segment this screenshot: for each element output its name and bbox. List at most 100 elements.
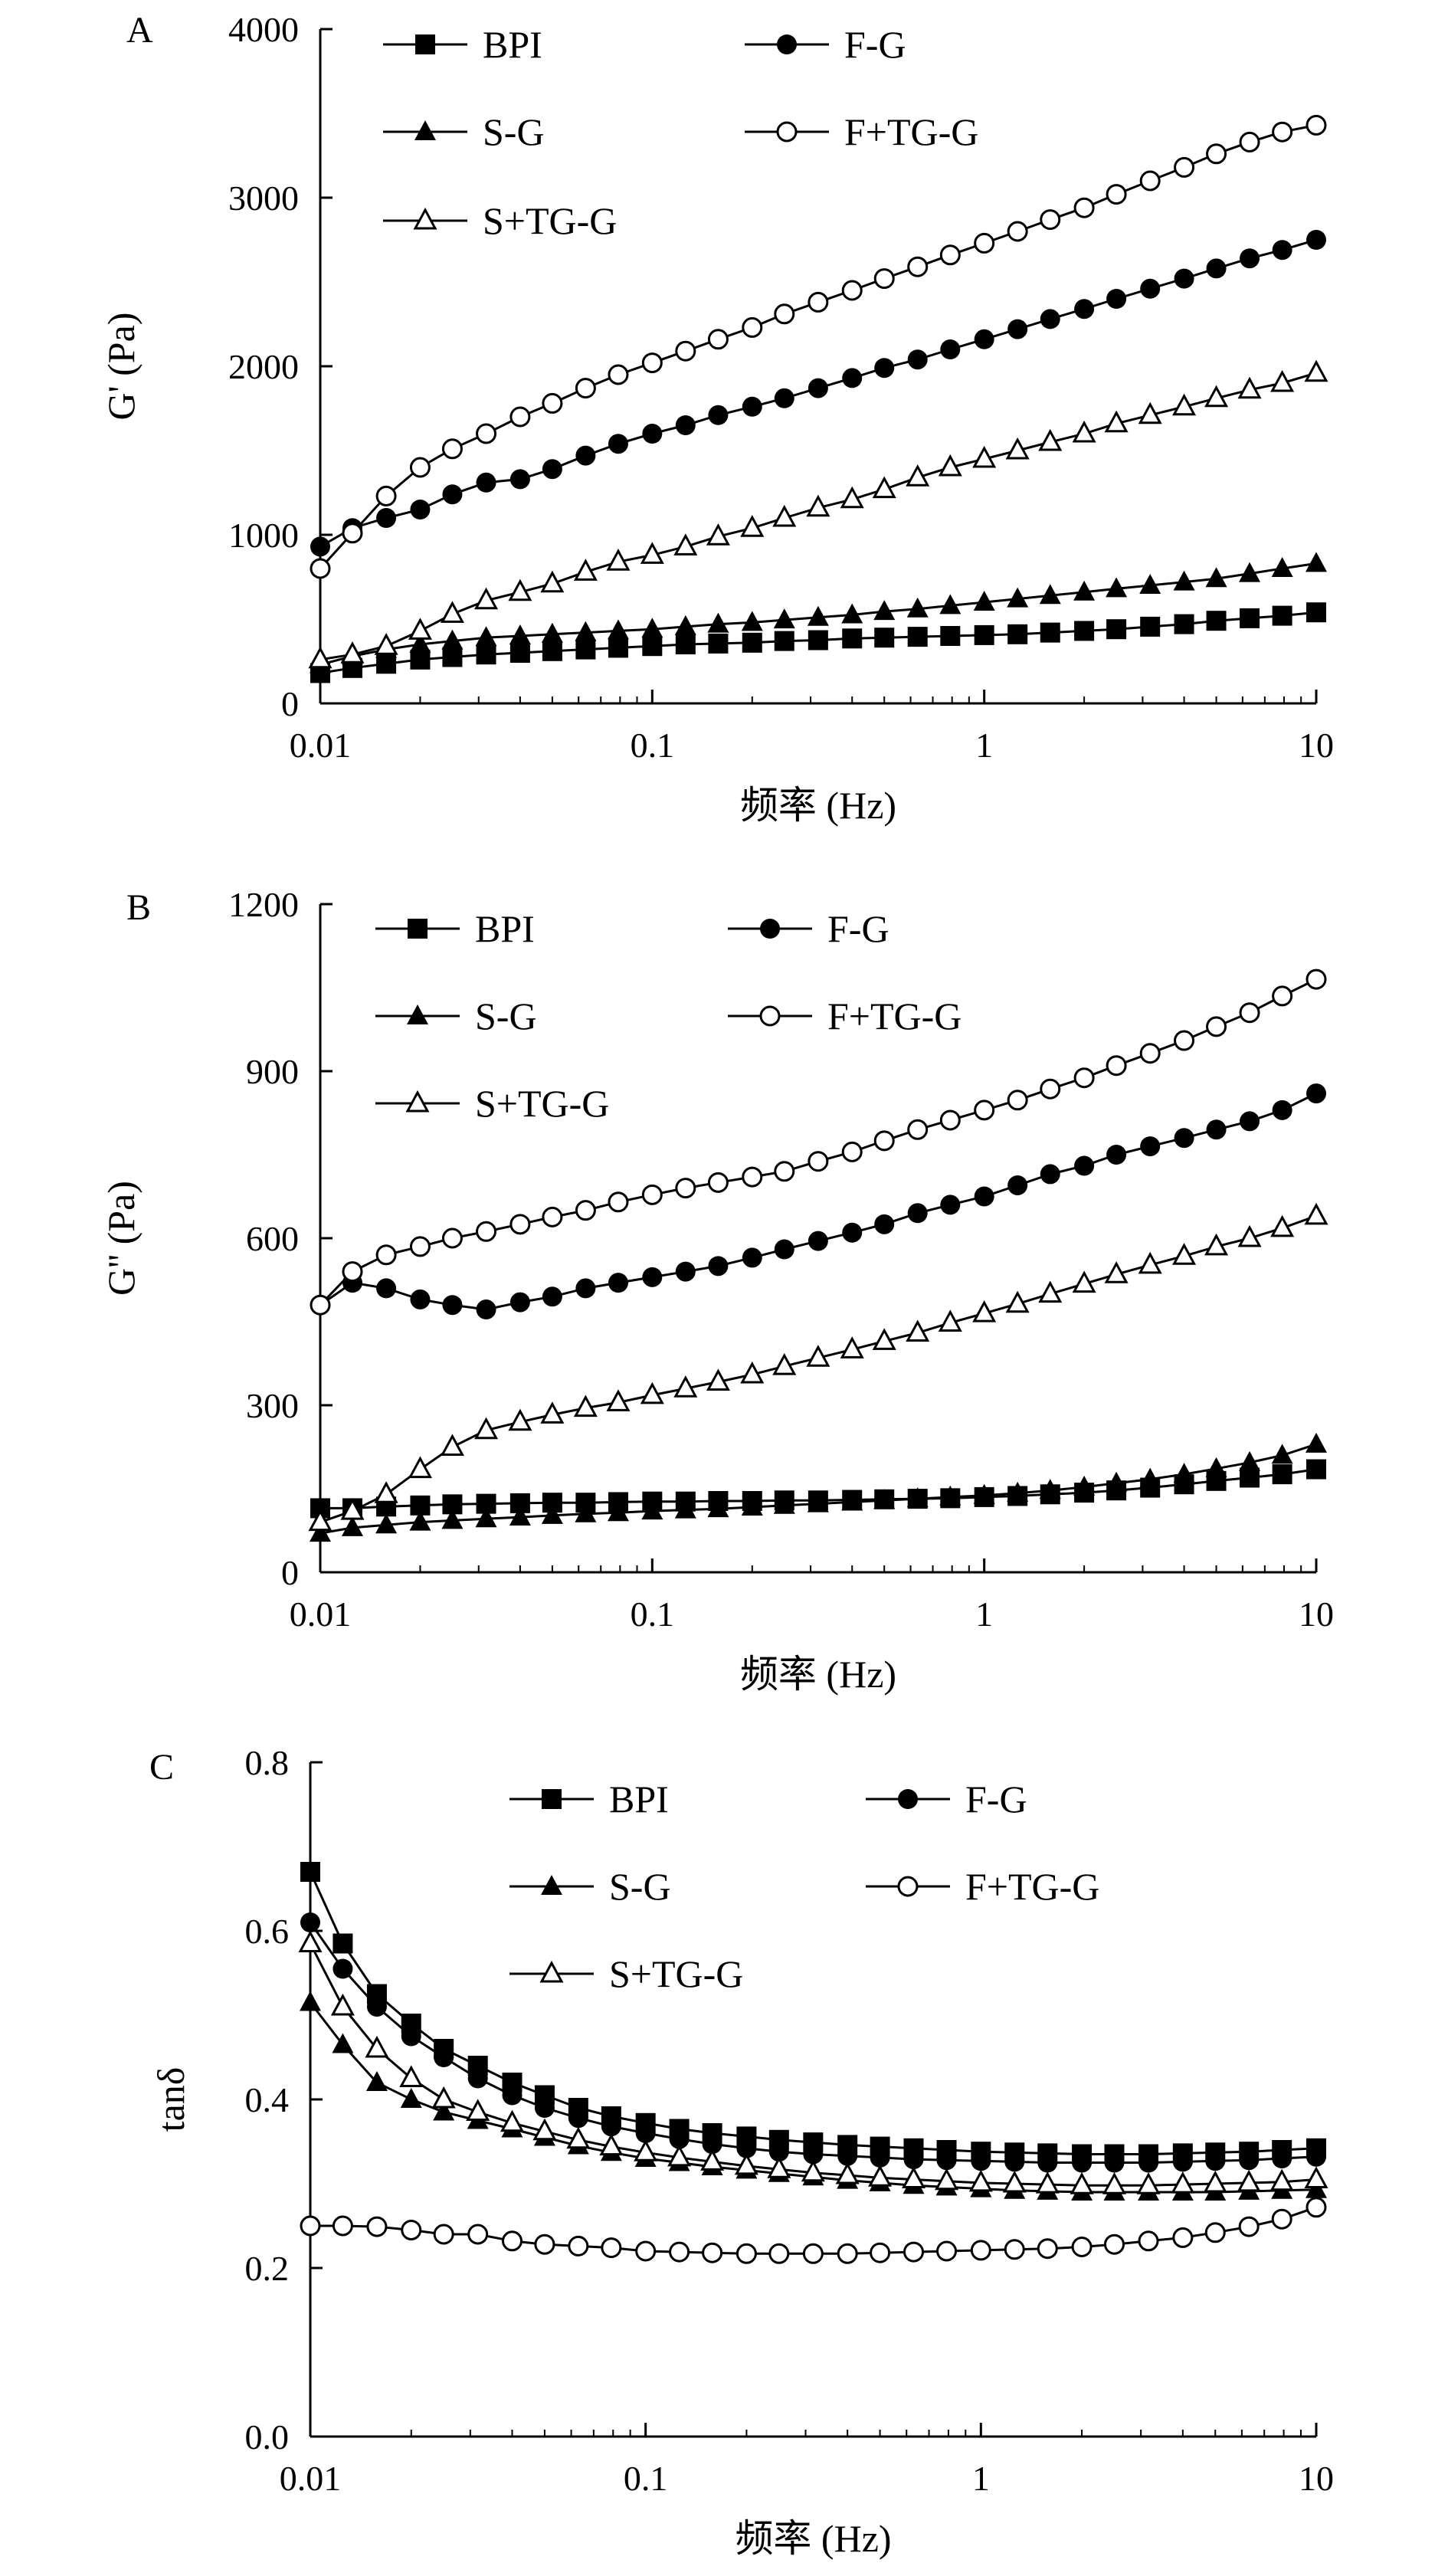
data-point-f-g bbox=[1206, 1119, 1227, 1140]
data-point-f-g bbox=[642, 424, 663, 444]
data-point-f-g bbox=[907, 1203, 928, 1224]
data-point-s-tg-g bbox=[1102, 2172, 1127, 2194]
data-point-s-tg-g bbox=[872, 476, 896, 499]
data-point-bpi bbox=[1272, 605, 1292, 626]
data-point-f-g bbox=[774, 388, 794, 408]
data-point-s-tg-g bbox=[1072, 1270, 1096, 1293]
data-point-f-tg-g bbox=[702, 2242, 723, 2263]
data-point-bpi bbox=[974, 624, 994, 645]
data-point-s-tg-g bbox=[872, 1328, 896, 1350]
legend-label-s-g: S-G bbox=[609, 1865, 671, 1908]
data-point-s-tg-g bbox=[500, 2109, 525, 2132]
data-point-f-tg-g bbox=[1040, 209, 1061, 231]
y-tick-label: 0.2 bbox=[245, 2249, 290, 2288]
data-point-f-tg-g bbox=[742, 316, 763, 338]
data-point-bpi bbox=[1040, 622, 1060, 643]
data-point-f-g bbox=[669, 2129, 690, 2149]
data-point-f-g bbox=[936, 2150, 957, 2171]
data-point-bpi bbox=[1306, 602, 1326, 623]
data-point-f-tg-g bbox=[601, 2237, 622, 2259]
data-point-f-g bbox=[708, 1256, 729, 1277]
data-point-f-g bbox=[971, 2151, 991, 2171]
data-point-f-tg-g bbox=[1174, 156, 1195, 178]
data-point-f-tg-g bbox=[575, 1200, 596, 1221]
data-point-s-g bbox=[807, 1492, 829, 1512]
data-point-f-g bbox=[1306, 2146, 1326, 2167]
data-point-f-tg-g bbox=[970, 2240, 991, 2261]
series-f-tg-g bbox=[310, 968, 1327, 1316]
data-point-f-tg-g bbox=[409, 457, 431, 478]
data-point-s-g bbox=[310, 1522, 331, 1542]
data-point-f-g bbox=[568, 2108, 588, 2129]
legend-marker-bpi bbox=[415, 34, 435, 54]
data-point-s-tg-g bbox=[1035, 2171, 1060, 2194]
data-point-f-g bbox=[333, 1958, 353, 1979]
data-point-s-tg-g bbox=[1204, 1233, 1229, 1256]
data-point-s-tg-g bbox=[706, 523, 730, 546]
data-point-s-tg-g bbox=[906, 464, 930, 487]
data-point-f-g bbox=[1239, 2150, 1260, 2171]
y-axis-label: G' (Pa) bbox=[100, 313, 143, 421]
x-tick-label: 0.1 bbox=[631, 726, 675, 765]
legend-marker-bpi bbox=[408, 919, 428, 939]
data-point-f-tg-g bbox=[1138, 2230, 1159, 2252]
data-point-f-tg-g bbox=[300, 2215, 321, 2237]
data-point-s-g bbox=[1073, 1475, 1096, 1496]
data-point-s-g bbox=[400, 2088, 422, 2108]
data-point-f-tg-g bbox=[808, 291, 829, 313]
data-point-s-g bbox=[1205, 567, 1227, 588]
data-point-f-tg-g bbox=[635, 2240, 657, 2262]
data-point-f-g bbox=[1074, 299, 1095, 320]
data-point-s-g bbox=[1106, 577, 1128, 598]
data-point-s-tg-g bbox=[1204, 385, 1229, 408]
legend-marker-f-tg-g bbox=[759, 1005, 781, 1027]
x-tick-label: 10 bbox=[1299, 1594, 1334, 1634]
data-point-s-g bbox=[674, 1498, 696, 1519]
series-f-tg-g bbox=[300, 2197, 1327, 2264]
data-point-f-tg-g bbox=[366, 2216, 388, 2237]
data-point-f-tg-g bbox=[768, 2243, 790, 2264]
data-point-f-tg-g bbox=[1139, 1043, 1161, 1064]
data-point-s-g bbox=[541, 1503, 563, 1524]
data-point-s-g bbox=[300, 1991, 321, 2011]
legend-label-bpi: BPI bbox=[483, 23, 542, 66]
data-point-f-tg-g bbox=[1040, 1078, 1061, 1100]
data-point-s-g bbox=[741, 611, 763, 631]
data-point-s-tg-g bbox=[599, 2133, 624, 2156]
series-s-tg-g bbox=[308, 359, 1328, 669]
data-point-f-g bbox=[675, 415, 696, 435]
data-point-f-g bbox=[1240, 248, 1260, 269]
data-point-s-tg-g bbox=[868, 2165, 893, 2187]
data-point-f-tg-g bbox=[841, 280, 863, 301]
data-point-s-tg-g bbox=[340, 1497, 365, 1520]
data-point-f-g bbox=[675, 1261, 696, 1282]
y-tick-label: 0 bbox=[281, 684, 299, 723]
data-point-f-tg-g bbox=[433, 2224, 454, 2245]
x-axis-label: 频率 (Hz) bbox=[740, 784, 896, 827]
data-point-f-g bbox=[1172, 2152, 1193, 2172]
data-point-f-g bbox=[575, 1278, 596, 1299]
data-point-s-tg-g bbox=[634, 2139, 658, 2161]
data-point-s-tg-g bbox=[540, 1401, 565, 1424]
data-point-s-g bbox=[409, 633, 431, 653]
x-tick-label: 1 bbox=[972, 2459, 990, 2498]
data-point-s-tg-g bbox=[408, 1456, 432, 1479]
data-point-s-tg-g bbox=[474, 587, 499, 610]
data-point-f-tg-g bbox=[873, 268, 895, 290]
legend-marker-s-tg-g bbox=[539, 1960, 564, 1983]
data-point-s-g bbox=[939, 594, 962, 615]
chart-panel-b: 0 300 600 900 1200 0.01 0.1 1 10 频率 (Hz) G'' (Pa) B… bbox=[100, 885, 1334, 1696]
data-point-s-tg-g bbox=[308, 1509, 333, 1532]
data-point-f-tg-g bbox=[774, 303, 795, 325]
data-point-f-g bbox=[376, 508, 397, 528]
data-point-f-g bbox=[1004, 2152, 1025, 2172]
data-point-f-g bbox=[410, 500, 431, 519]
legend-label-f-g: F-G bbox=[844, 23, 906, 66]
y-tick-label: 0.6 bbox=[245, 1912, 290, 1951]
legend-label-bpi: BPI bbox=[609, 1778, 669, 1821]
data-point-s-tg-g bbox=[972, 1299, 997, 1322]
data-point-f-g bbox=[940, 1195, 961, 1215]
data-point-f-tg-g bbox=[1172, 2227, 1194, 2248]
data-point-f-g bbox=[774, 1239, 794, 1260]
data-point-s-tg-g bbox=[365, 2035, 389, 2058]
